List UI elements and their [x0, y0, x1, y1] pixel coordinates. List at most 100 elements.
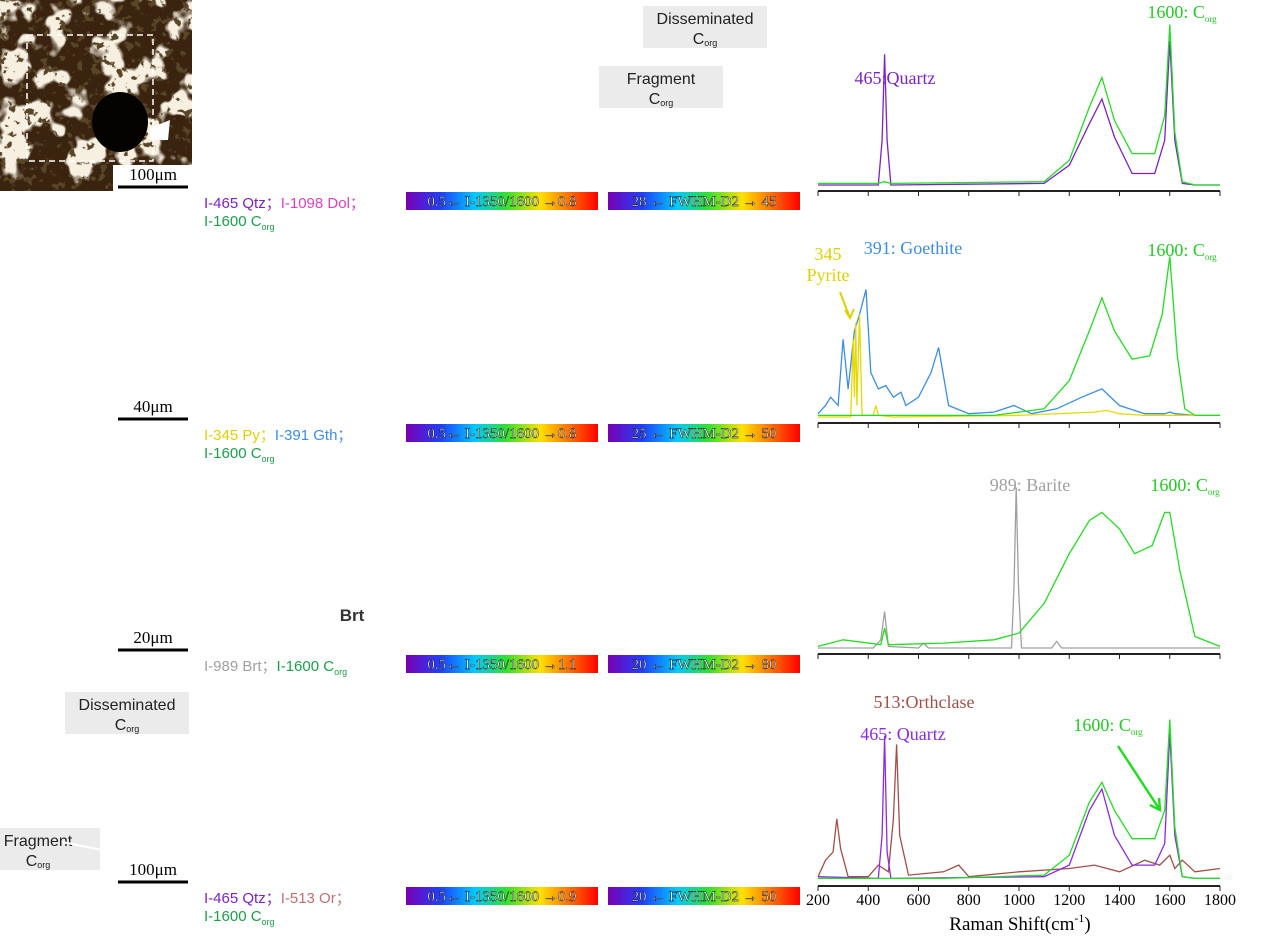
feature	[710, 387, 722, 397]
caption: I-1600 Corg	[204, 213, 275, 232]
texture	[203, 0, 395, 191]
spectrum-line	[818, 24, 1220, 186]
panel-label-sub: org	[126, 724, 139, 734]
texture	[608, 232, 800, 423]
feature	[532, 268, 548, 280]
panel-label-text: Fsp	[353, 802, 383, 821]
image-panel	[203, 463, 395, 654]
panel-label-line2: Corg	[693, 31, 718, 48]
x-tick-label: 1800	[1204, 892, 1236, 909]
x-tick-label: 200	[806, 892, 830, 909]
panel-label-sub: org	[37, 860, 50, 870]
peak-label: 1600: Corg	[1147, 240, 1217, 262]
colorbar-label: 20 ← FWHM-D2 → 50	[632, 889, 777, 905]
panel-label-line2-text: C	[26, 853, 38, 870]
texture	[203, 463, 395, 654]
caption-text: I-1600 C	[204, 908, 262, 925]
feature	[84, 551, 100, 575]
panel-label-text: Py	[328, 334, 349, 353]
panel-label-text: Fragment	[4, 833, 73, 850]
image-panel	[203, 695, 395, 886]
peak-label-text: 1600: C	[1073, 715, 1131, 735]
texture	[203, 695, 395, 886]
image-panel	[406, 0, 614, 193]
feature	[305, 366, 341, 398]
caption: I-1600 Corg	[204, 445, 275, 464]
peak-label: 989: Barite	[990, 475, 1070, 495]
texture	[406, 695, 598, 886]
texture	[0, 463, 192, 654]
panel-label: Fsp	[353, 802, 383, 821]
texture	[406, 0, 598, 191]
scale-bar-label: 100μm	[129, 860, 177, 879]
panel-label: Gth	[267, 279, 296, 298]
inset-box	[26, 34, 154, 162]
feature	[628, 597, 648, 613]
texture	[203, 232, 395, 423]
colorbar-label: 0.5← I-1350/1600 →0.9	[427, 889, 576, 905]
x-axis-title-sup: -1	[1074, 911, 1084, 925]
panel-label: Disseminated	[657, 11, 754, 28]
label-box	[643, 6, 767, 48]
caption-text: I-465 Qtz；	[204, 890, 281, 907]
feature	[258, 695, 395, 790]
colorbar	[608, 192, 800, 210]
panel-label-sub: org	[483, 408, 496, 418]
spectrum-line	[818, 487, 1220, 649]
feature	[698, 104, 810, 192]
texture	[203, 0, 395, 191]
x-tick-label: 400	[856, 892, 880, 909]
peak-label: 1600: Corg	[1150, 475, 1220, 497]
peak-label-line2: Pyrite	[807, 265, 850, 285]
spectrum-line	[817, 732, 1220, 880]
texture	[608, 463, 800, 654]
texture	[608, 232, 800, 423]
peak-label: 513:Orthclase	[874, 692, 975, 712]
colorbar	[608, 655, 800, 673]
panel-label-text: Fragment	[447, 379, 521, 398]
arrow	[687, 111, 720, 135]
panel-label: Disseminated	[79, 697, 176, 714]
texture	[406, 0, 598, 191]
feature	[734, 266, 750, 278]
colorbar-label: 0.5← I-1350/1600 →0.8	[427, 194, 576, 210]
feature	[150, 120, 170, 140]
panel-label: Fragment	[447, 379, 521, 398]
texture	[406, 463, 598, 654]
label-box	[599, 66, 723, 108]
caption: I-465 Qtz；I-513 Or；	[204, 890, 351, 907]
panel-label-text: Qtz	[236, 132, 263, 151]
peak-label-text: 513:Orthclase	[874, 692, 975, 712]
spectrum-line	[817, 511, 1221, 648]
texture	[0, 232, 192, 423]
x-tick-label: 1000	[1003, 892, 1035, 909]
texture	[406, 0, 598, 191]
panel-label: Py	[328, 334, 349, 353]
texture	[608, 695, 800, 886]
panel-label: Qtz	[338, 705, 365, 724]
spectrum-line	[818, 41, 1220, 186]
scale-bar-label: 100μm	[129, 165, 177, 184]
panel-label-line2: Corg	[26, 853, 51, 870]
feature	[522, 150, 546, 170]
colorbar	[406, 887, 598, 905]
feature	[113, 829, 157, 861]
caption-text: I-1600 C	[204, 213, 262, 230]
texture	[608, 695, 800, 886]
feature	[426, 597, 446, 613]
texture	[406, 463, 598, 654]
x-axis-title: Raman Shift(cm-1)	[949, 911, 1090, 935]
peak-label-sub: org	[1205, 14, 1217, 24]
feature	[490, 511, 506, 535]
feature	[480, 558, 516, 618]
image-panel	[608, 232, 800, 423]
inset-box	[68, 531, 123, 586]
feature	[688, 93, 824, 203]
colorbar-label: 0.5← I-1350/1600 →1.1	[427, 657, 576, 673]
texture	[203, 232, 395, 423]
caption-sub: org	[262, 222, 275, 232]
image-panel	[406, 463, 598, 654]
peak-label-sub: org	[1208, 487, 1220, 497]
image-panel	[608, 463, 800, 654]
